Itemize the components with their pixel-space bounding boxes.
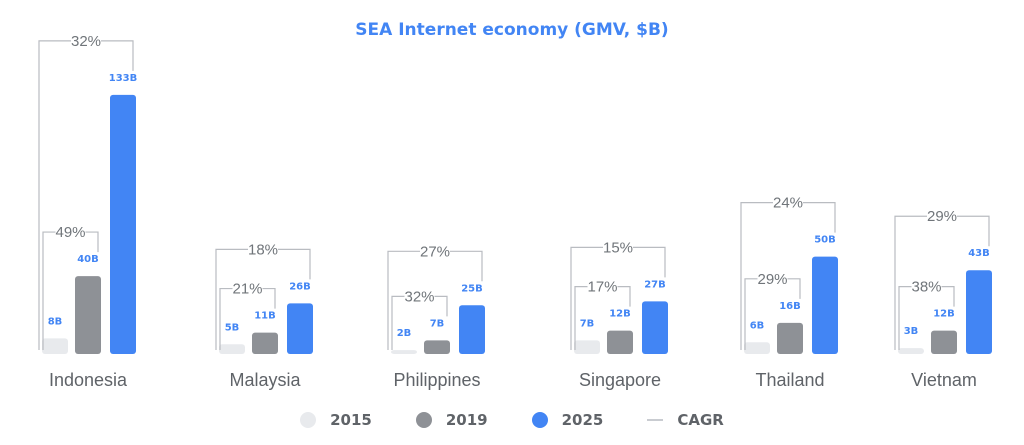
value-label-2015-thailand: 6B [750,320,765,331]
bar-2025-malaysia [287,303,313,354]
bar-2019-indonesia [75,276,101,354]
cagr-2015-2025-vietnam-right-arm [957,215,990,247]
legend: 2015 2019 2025 CAGR [0,406,1024,434]
category-label-indonesia: Indonesia [49,370,128,390]
bar-2025-vietnam [966,270,992,354]
value-label-2015-indonesia: 8B [48,316,63,327]
legend-label-2019: 2019 [445,411,488,429]
cagr-2015-2019-thailand-right-arm [787,278,801,299]
legend-label-cagr: CAGR [677,411,724,429]
legend-swatch-2015 [300,412,317,428]
value-label-2019-singapore: 12B [609,309,631,320]
cagr-2015-2025-philippines-right-arm [450,250,483,282]
cagr-2015-2025-thailand-label: 24% [773,195,803,212]
value-label-2025-philippines: 25B [461,283,483,294]
cagr-2015-2019-indonesia-label: 49% [55,224,85,241]
legend-item-2015: 2015 [300,411,372,429]
cagr-2015-2019-singapore-label: 17% [587,279,617,296]
bar-2025-singapore [642,301,668,354]
cagr-2015-2025-indonesia-left-arm [38,40,71,350]
legend-item-2025: 2025 [531,411,604,429]
legend-swatch-2025 [531,412,548,428]
bar-2025-thailand [812,256,838,354]
bar-2015-philippines [391,350,417,354]
cagr-2015-2019-thailand-label: 29% [757,271,787,288]
bar-2025-indonesia [110,94,136,354]
legend-swatch-2019 [415,412,432,428]
bar-2019-malaysia [252,332,278,354]
value-label-2025-vietnam: 43B [968,248,990,259]
category-label-philippines: Philippines [393,370,480,390]
category-label-singapore: Singapore [579,370,661,390]
value-label-2025-malaysia: 26B [289,281,311,292]
bar-2019-vietnam [931,330,957,354]
value-label-2025-indonesia: 133B [109,73,138,84]
cagr-2015-2019-thailand-left-arm [744,278,758,350]
value-label-2019-philippines: 7B [430,318,445,329]
bar-2015-vietnam [898,348,924,354]
bar-2025-philippines [459,305,485,354]
cagr-2015-2025-thailand-left-arm [740,201,773,350]
value-label-2019-indonesia: 40B [77,254,99,265]
bar-2019-thailand [777,322,803,354]
cagr-2015-2025-singapore-left-arm [570,246,603,350]
value-label-2025-thailand: 50B [814,235,836,246]
value-label-2015-singapore: 7B [580,318,595,329]
cagr-2015-2025-philippines-left-arm [387,250,420,350]
cagr-2015-2025-malaysia-label: 18% [248,241,278,258]
value-label-2015-philippines: 2B [397,328,412,339]
cagr-2015-2025-singapore-right-arm [633,246,666,278]
cagr-2015-2025-vietnam-label: 29% [927,208,957,225]
bar-2015-indonesia [42,338,68,354]
value-label-2015-malaysia: 5B [225,322,240,333]
cagr-2015-2025-singapore-label: 15% [603,239,633,256]
chart-title: SEA Internet economy (GMV, $B) [355,20,669,40]
category-label-malaysia: Malaysia [229,370,301,390]
bar-2019-singapore [607,330,633,354]
cagr-2015-2019-singapore-left-arm [574,286,588,350]
cagr-2015-2019-singapore-right-arm [617,286,631,307]
legend-item-cagr: CAGR [647,411,724,429]
bar-2015-singapore [574,340,600,354]
bar-2015-malaysia [219,344,245,354]
value-label-2019-thailand: 16B [779,301,801,312]
category-label-thailand: Thailand [755,370,824,390]
legend-item-2019: 2019 [415,411,488,429]
cagr-2015-2025-thailand-right-arm [803,201,836,233]
value-label-2019-vietnam: 12B [933,309,955,320]
cagr-2015-2019-vietnam-right-arm [941,286,955,307]
cagr-2015-2019-philippines-label: 32% [404,288,434,305]
cagr-2015-2019-indonesia-left-arm [42,231,56,350]
legend-swatch-cagr [647,419,664,421]
category-label-vietnam: Vietnam [911,370,977,390]
bar-2015-thailand [744,342,770,354]
legend-label-2025: 2025 [561,411,604,429]
cagr-2015-2025-vietnam-left-arm [894,215,927,350]
cagr-2015-2025-indonesia-right-arm [101,40,134,71]
value-label-2019-malaysia: 11B [254,311,276,322]
value-label-2025-singapore: 27B [644,279,666,290]
cagr-2015-2025-malaysia-left-arm [215,248,248,350]
cagr-2015-2019-malaysia-right-arm [262,287,276,309]
value-label-2015-vietnam: 3B [904,326,919,337]
cagr-2015-2025-indonesia-label: 32% [71,33,101,50]
cagr-2015-2019-philippines-right-arm [434,295,448,317]
cagr-2015-2019-philippines-left-arm [391,295,405,350]
cagr-2015-2019-malaysia-left-arm [219,287,233,350]
bar-2019-philippines [424,340,450,354]
cagr-2015-2025-malaysia-right-arm [278,248,311,280]
cagr-2015-2019-malaysia-label: 21% [232,281,262,298]
cagr-2015-2019-vietnam-left-arm [898,286,912,350]
cagr-2015-2025-philippines-label: 27% [420,243,450,260]
cagr-2015-2019-indonesia-right-arm [85,231,99,253]
cagr-2015-2019-vietnam-label: 38% [911,279,941,296]
legend-label-2015: 2015 [330,411,372,429]
